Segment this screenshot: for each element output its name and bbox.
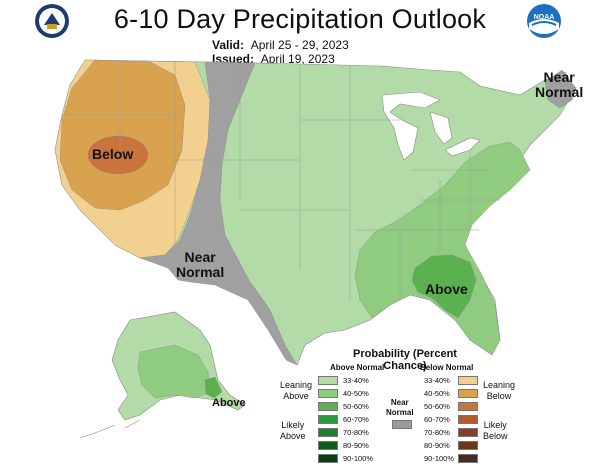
legend-above-swatch [318,376,338,385]
legend-above-swatch [318,428,338,437]
svg-text:NOAA: NOAA [534,14,555,21]
legend-above-swatch [318,389,338,398]
label-near-normal-west: Near Normal [176,250,224,280]
region-near-normal-west [139,61,298,366]
legend-likely-below: Likely Below [483,420,508,442]
alaska-above-40 [137,344,211,399]
legend-title: Probability (Percent Chance) [353,348,457,372]
legend-above-row-label: 70-80% [343,428,369,437]
alaska-above-50 [204,376,223,399]
legend-above-row-label: 40-50% [343,389,369,398]
legend-below-row-label: 60-70% [424,415,450,424]
label-above-southeast: Above [425,281,468,297]
legend-below-swatch [458,428,478,437]
legend-above-row-label: 33-40% [343,376,369,385]
label-below-west: Below [92,146,134,162]
legend-leaning-above-1: Leaning [280,380,313,390]
label-near-normal-ne: Near Normal [535,70,583,100]
commerce-seal-icon [35,4,69,38]
legend-above-swatch [318,441,338,450]
state-lines [62,62,500,300]
legend-above-row-label: 90-100% [343,454,374,463]
region-near-normal-ne [544,69,577,109]
legend-likely-below-2: Below [483,431,508,441]
noaa-logo-icon: NOAA [527,4,561,38]
legend-likely-above: Likely Above [280,420,306,442]
legend-below-swatch [458,441,478,450]
legend-likely-above-2: Above [280,431,306,441]
legend-below-row-label: 90-100% [424,454,455,463]
great-lakes [381,91,441,161]
legend-leaning-below: Leaning Below [483,380,515,402]
legend-near-normal-swatch [392,420,412,429]
legend-near-normal-label: Near Normal [386,398,414,418]
issued-value: April 19, 2023 [260,52,335,66]
map-title: 6-10 Day Precipitation Outlook [113,4,487,34]
legend-below-header: Below Normal [420,363,474,372]
legend-above-row-label: 80-90% [343,441,369,450]
label-near-normal-west-line2: Normal [176,264,225,280]
legend-below-row-label: 40-50% [424,389,450,398]
valid-dates: Valid: April 25 - 29, 2023 [212,38,349,52]
region-above-50 [411,254,477,319]
legend-leaning-above: Leaning Above [280,380,312,402]
legend-below-row-label: 33-40% [424,376,450,385]
legend-above-swatch [318,415,338,424]
region-below-50 [87,135,149,175]
legend-near-normal-1: Near [390,398,409,407]
valid-value: April 25 - 29, 2023 [250,38,349,52]
legend-above-header: Above Normal [330,363,385,372]
legend-below-swatch [458,454,478,463]
label-near-normal-ne-line2: Normal [535,84,584,100]
region-below-40 [59,59,186,211]
legend-leaning-above-2: Above [283,391,309,401]
legend-leaning-below-2: Below [486,391,512,401]
legend-above-row-label: 50-60% [343,402,369,411]
legend-above-swatch [318,454,338,463]
legend-likely-below-1: Likely [483,420,507,430]
valid-label: Valid: [212,38,245,52]
legend-above-swatch [318,402,338,411]
legend-leaning-below-1: Leaning [483,380,516,390]
legend-below-row-label: 80-90% [424,441,450,450]
label-near-normal-west-line1: Near [184,249,216,265]
legend-below-row-label: 50-60% [424,402,450,411]
legend-below-swatch [458,389,478,398]
label-above-alaska: Above [212,397,246,409]
legend-below-swatch [458,402,478,411]
legend-likely-above-1: Likely [281,420,305,430]
region-above-40 [354,141,531,356]
legend-near-normal-2: Normal [386,408,414,417]
legend-below-swatch [458,415,478,424]
legend-above-row-label: 60-70% [343,415,369,424]
label-near-normal-ne-line1: Near [543,69,575,85]
legend-below-swatch [458,376,478,385]
legend-below-row-label: 70-80% [424,428,450,437]
